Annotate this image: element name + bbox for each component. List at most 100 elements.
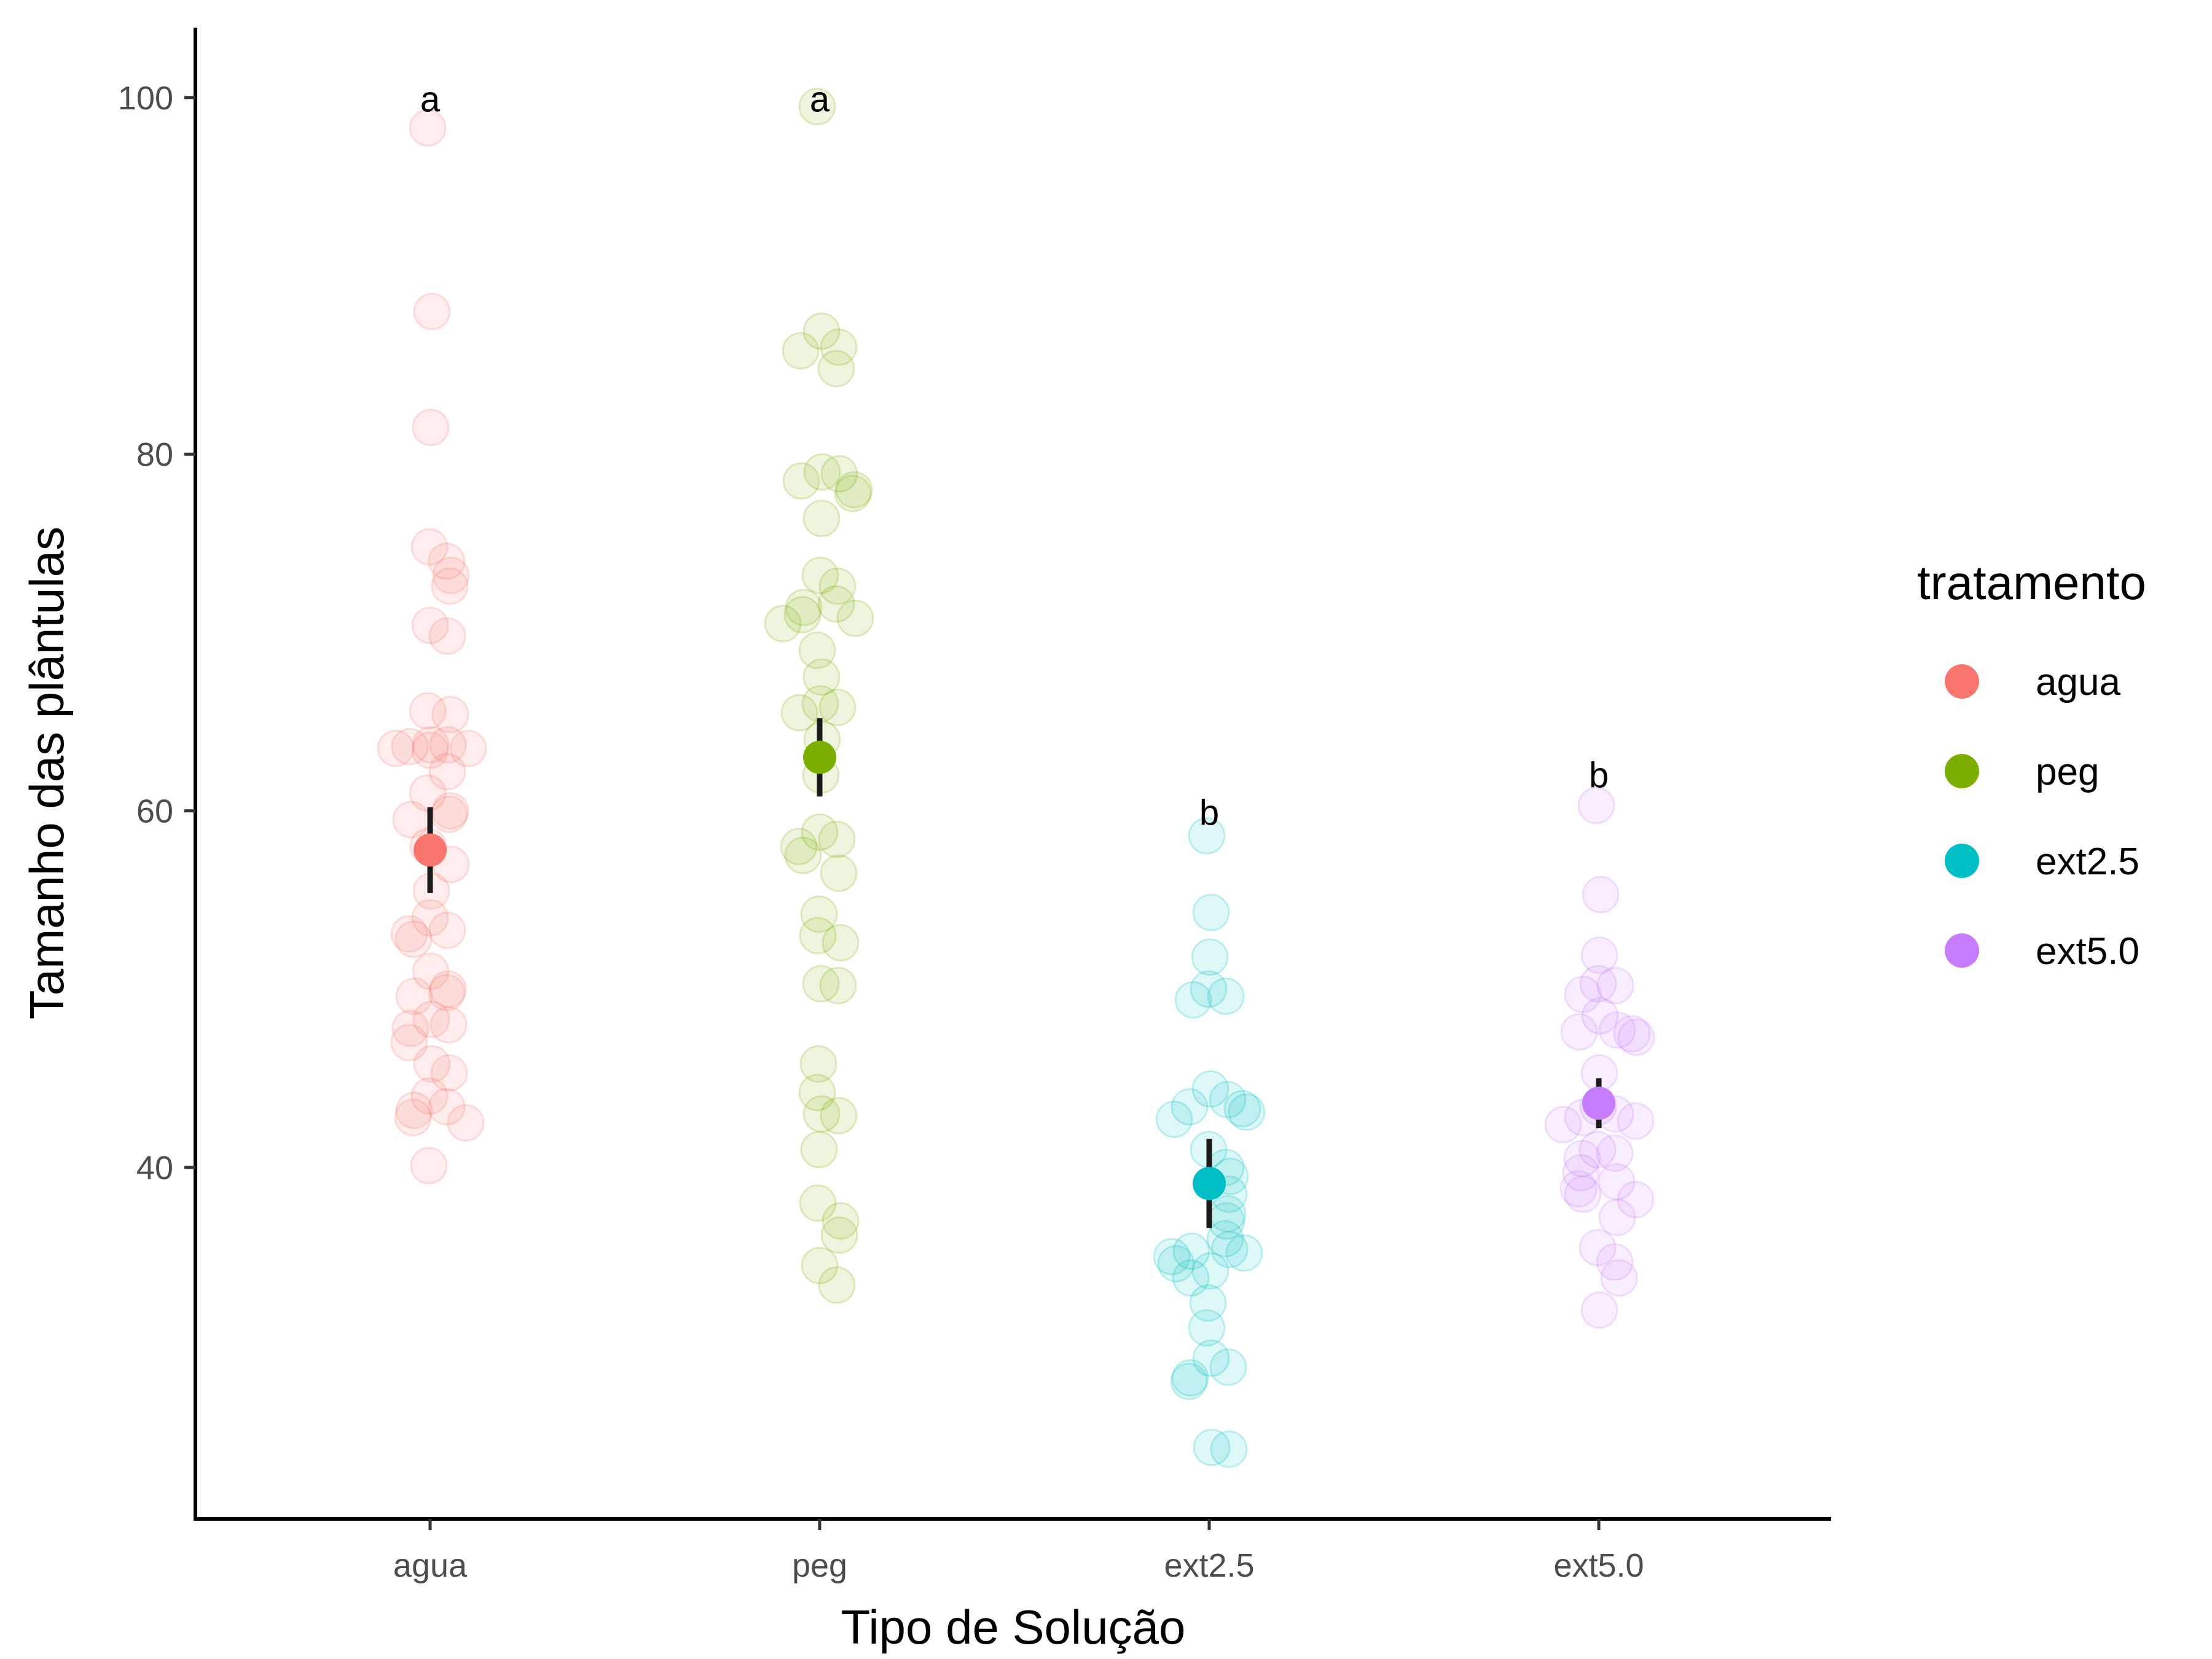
x-axis-ticks: agua peg ext2.5 ext5.0 <box>393 1519 1644 1584</box>
data-point <box>429 970 467 1008</box>
y-axis-title: Tamanho das plântulas <box>20 527 74 1019</box>
mean-point <box>1193 1167 1226 1201</box>
data-point <box>1598 1198 1636 1236</box>
data-point <box>1580 1291 1618 1329</box>
data-point <box>429 726 467 764</box>
legend-label: ext2.5 <box>2036 841 2139 883</box>
data-point <box>1564 976 1602 1014</box>
data-point <box>1174 981 1212 1019</box>
data-point <box>1210 1230 1249 1268</box>
x-axis-title: Tipo de Solução <box>841 1600 1186 1654</box>
data-point <box>391 1010 429 1048</box>
data-point <box>428 542 466 580</box>
data-point <box>799 917 837 955</box>
data-point <box>411 899 449 937</box>
data-point <box>1191 1070 1230 1108</box>
data-point <box>430 795 468 833</box>
data-point <box>820 328 858 366</box>
data-point <box>798 87 836 125</box>
data-point <box>1617 1018 1655 1056</box>
data-point <box>802 1095 841 1133</box>
data-point <box>1153 1237 1191 1276</box>
data-point <box>798 631 836 669</box>
data-point <box>818 820 856 858</box>
data-point <box>783 595 822 633</box>
data-point <box>394 920 433 959</box>
data-point <box>800 895 838 933</box>
data-point <box>818 688 857 726</box>
data-point <box>1223 1089 1261 1128</box>
data-point <box>390 1024 428 1062</box>
legend-key <box>1945 754 1979 788</box>
data-point <box>836 599 874 637</box>
data-point <box>1544 1105 1582 1143</box>
y-tick-label: 100 <box>118 80 173 117</box>
raw-points-layer <box>377 87 1655 1469</box>
data-point <box>1155 1100 1193 1139</box>
data-point <box>780 694 818 732</box>
data-point <box>800 1131 838 1169</box>
data-point <box>835 471 873 509</box>
group-letter: b <box>1589 756 1609 796</box>
legend-label: peg <box>2036 751 2099 793</box>
legend-key <box>1945 844 1979 878</box>
data-point <box>449 729 487 767</box>
data-point <box>1209 1081 1247 1119</box>
data-point <box>1207 977 1245 1015</box>
data-point <box>822 924 860 962</box>
data-point <box>412 409 450 447</box>
data-point <box>410 1147 448 1185</box>
data-point <box>1579 1131 1617 1169</box>
data-point <box>428 974 466 1012</box>
data-point <box>764 605 802 643</box>
data-point <box>822 1202 860 1240</box>
data-point <box>411 606 449 645</box>
data-point <box>798 1073 836 1112</box>
data-point <box>1191 1252 1230 1290</box>
y-tick-label: 80 <box>136 436 173 473</box>
data-point <box>1613 1014 1651 1053</box>
data-point <box>1579 965 1617 1003</box>
data-point <box>1157 1245 1195 1283</box>
data-point <box>1582 876 1620 914</box>
data-point <box>1225 1234 1263 1272</box>
data-point <box>1210 1430 1248 1469</box>
data-point <box>817 350 855 388</box>
data-point <box>1191 938 1229 976</box>
data-point <box>1600 1259 1638 1297</box>
data-point <box>1170 1362 1208 1400</box>
data-point <box>801 813 839 851</box>
data-point <box>1559 1170 1598 1208</box>
data-point <box>1617 1180 1655 1218</box>
data-point <box>395 977 433 1015</box>
data-point <box>430 1054 468 1092</box>
data-point <box>1562 1154 1600 1192</box>
data-point <box>819 967 857 1005</box>
group-letter: b <box>1199 793 1219 833</box>
data-point <box>413 292 451 331</box>
data-point <box>799 1045 837 1083</box>
data-point <box>447 1104 485 1142</box>
data-point <box>1172 1259 1210 1297</box>
data-point <box>820 1216 858 1254</box>
legend-label: ext5.0 <box>2036 930 2139 973</box>
data-point <box>412 1000 450 1038</box>
data-point <box>1598 1011 1636 1049</box>
data-point <box>1171 1088 1209 1126</box>
data-point <box>803 453 841 491</box>
data-point <box>1192 893 1230 931</box>
data-point <box>377 729 415 767</box>
data-point <box>1188 1309 1226 1347</box>
data-point <box>1189 1284 1227 1322</box>
group-letters-layer: a a b b <box>420 80 1609 833</box>
y-tick-label: 40 <box>136 1150 173 1186</box>
x-tick-label: agua <box>393 1547 468 1584</box>
data-point <box>412 952 450 990</box>
data-point <box>802 500 841 538</box>
data-point <box>785 589 823 627</box>
data-point <box>432 557 470 595</box>
group-letter: a <box>810 80 830 120</box>
data-point <box>411 731 449 769</box>
data-point <box>1580 936 1618 975</box>
